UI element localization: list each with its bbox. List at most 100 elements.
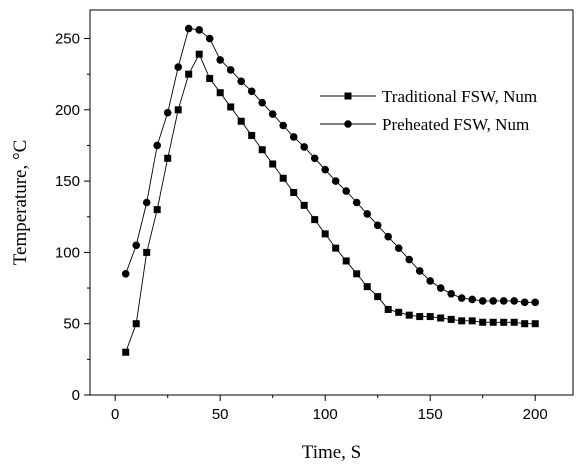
legend-traditional-fsw-point — [344, 92, 352, 100]
traditional-fsw-point — [468, 317, 476, 325]
traditional-fsw-point — [216, 89, 224, 97]
x-tick-label: 50 — [212, 406, 229, 423]
preheated-fsw-point — [384, 232, 393, 241]
preheated-fsw-point — [310, 154, 319, 163]
traditional-fsw-point — [300, 201, 308, 209]
traditional-fsw-point — [332, 244, 340, 252]
axis-ticks: 0 50 100 150 200 0 50 100 150 200 250 — [55, 31, 548, 423]
traditional-fsw-point — [521, 320, 529, 328]
x-tick-label: 100 — [313, 406, 338, 423]
preheated-fsw-point — [478, 297, 487, 305]
x-axis-label: Time, S — [302, 442, 362, 463]
preheated-fsw-point — [195, 26, 203, 34]
traditional-fsw-point — [237, 117, 245, 125]
traditional-fsw-point — [374, 293, 382, 301]
preheated-fsw-point — [373, 221, 382, 230]
traditional-fsw-point — [185, 70, 193, 78]
y-tick-label: 100 — [55, 244, 80, 261]
traditional-fsw-point — [384, 305, 392, 313]
traditional-fsw-point — [437, 314, 445, 322]
preheated-fsw-point — [237, 77, 245, 86]
preheated-fsw-point — [510, 297, 518, 305]
traditional-fsw-point — [269, 160, 277, 168]
traditional-fsw-point — [426, 313, 434, 321]
plot-frame — [89, 9, 574, 396]
x-tick-label: 0 — [111, 406, 119, 423]
preheated-fsw-point — [426, 277, 435, 285]
traditional-fsw-point — [174, 106, 182, 114]
traditional-fsw-point — [489, 318, 497, 326]
preheated-fsw-point — [163, 108, 172, 117]
traditional-fsw-series — [122, 50, 539, 356]
preheated-fsw-point — [247, 87, 256, 96]
y-axis-label: Temperature, °C — [10, 140, 31, 266]
preheated-fsw-series — [121, 24, 539, 307]
traditional-fsw-point — [395, 308, 403, 316]
legend-preheated-fsw-point — [344, 120, 352, 128]
traditional-fsw-point — [290, 189, 298, 197]
preheated-fsw-point — [447, 289, 456, 298]
preheated-fsw-point — [499, 297, 508, 305]
y-tick-label: 200 — [55, 102, 80, 119]
preheated-fsw-point — [394, 244, 403, 252]
preheated-fsw-point — [142, 198, 151, 207]
x-tick-label: 150 — [418, 406, 443, 423]
preheated-fsw-point — [457, 294, 466, 302]
traditional-fsw-point — [416, 313, 424, 321]
preheated-fsw-point — [174, 63, 182, 71]
preheated-fsw-point — [153, 141, 161, 150]
traditional-fsw-point — [342, 257, 350, 265]
legend-item-traditional-fsw: Traditional FSW, Num — [320, 87, 537, 106]
legend-label: Preheated FSW, Num — [382, 115, 529, 134]
preheated-fsw-point — [132, 241, 140, 250]
traditional-fsw-point — [258, 146, 266, 154]
traditional-fsw-point — [153, 206, 161, 214]
preheated-fsw-point — [321, 165, 330, 174]
preheated-fsw-point — [468, 295, 477, 304]
traditional-fsw-point — [479, 318, 487, 326]
preheated-fsw-point — [279, 121, 288, 130]
preheated-fsw-point — [289, 133, 298, 141]
preheated-fsw-point — [363, 210, 372, 218]
legend-label: Traditional FSW, Num — [382, 87, 537, 106]
preheated-fsw-point — [415, 267, 424, 275]
x-tick-label: 200 — [523, 406, 548, 423]
preheated-fsw-point — [489, 297, 498, 305]
y-tick-label: 250 — [55, 31, 80, 48]
traditional-fsw-point — [321, 230, 329, 238]
traditional-fsw-point — [353, 270, 361, 278]
preheated-fsw-point — [300, 143, 309, 151]
traditional-fsw-point — [279, 174, 287, 182]
traditional-fsw-point — [500, 318, 508, 326]
y-tick-label: 0 — [72, 387, 80, 404]
traditional-fsw-point — [510, 318, 518, 326]
legend: Traditional FSW, Num Preheated FSW, Num — [320, 87, 537, 134]
preheated-fsw-point — [258, 98, 267, 107]
y-tick-label: 50 — [63, 316, 80, 333]
preheated-fsw-point — [436, 284, 445, 292]
traditional-fsw-point — [195, 50, 203, 58]
traditional-fsw-point — [206, 74, 214, 82]
preheated-fsw-point — [405, 255, 414, 264]
preheated-fsw-point — [531, 298, 539, 307]
legend-item-preheated-fsw: Preheated FSW, Num — [320, 115, 529, 134]
preheated-fsw-point — [520, 298, 529, 307]
traditional-fsw-point — [447, 315, 455, 323]
preheated-fsw-point — [205, 34, 214, 43]
preheated-fsw-point — [268, 110, 277, 118]
traditional-fsw-line — [125, 53, 536, 353]
preheated-fsw-point — [226, 66, 235, 74]
traditional-fsw-point — [458, 317, 466, 325]
preheated-fsw-point — [216, 56, 224, 64]
preheated-fsw-line — [125, 28, 536, 303]
traditional-fsw-point — [143, 248, 151, 256]
series-layer — [121, 24, 539, 356]
preheated-fsw-point — [184, 24, 193, 33]
traditional-fsw-point — [248, 131, 256, 139]
traditional-fsw-point — [311, 216, 319, 224]
traditional-fsw-point — [122, 348, 130, 356]
traditional-fsw-point — [531, 320, 539, 328]
preheated-fsw-point — [121, 269, 130, 278]
traditional-fsw-point — [132, 320, 140, 328]
